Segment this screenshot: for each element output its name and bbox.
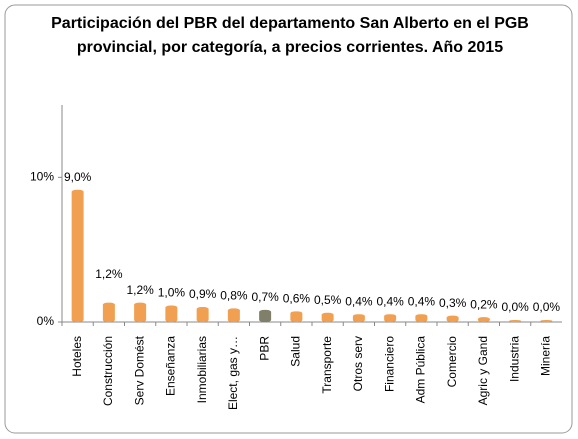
data-label: 0,4% bbox=[408, 294, 436, 308]
y-tick-label: 10% bbox=[30, 170, 54, 184]
data-label: 1,2% bbox=[126, 283, 154, 297]
x-tick-label: Serv Domést bbox=[132, 335, 146, 405]
x-tick-label: Inmobiliarias bbox=[195, 336, 209, 403]
bar bbox=[415, 314, 428, 322]
data-label: 0,3% bbox=[439, 296, 467, 310]
data-label: 0,0% bbox=[533, 300, 561, 314]
bar bbox=[259, 309, 272, 322]
x-tick-label: Construcción bbox=[101, 336, 115, 406]
data-label: 0,4% bbox=[376, 294, 404, 308]
data-label: 0,8% bbox=[220, 289, 248, 303]
x-tick-label: Hoteles bbox=[70, 336, 84, 377]
bar bbox=[509, 320, 522, 322]
x-tick-label: Transporte bbox=[320, 336, 334, 394]
data-label: 0,7% bbox=[251, 290, 279, 304]
x-tick-label: Agric y Gand bbox=[476, 336, 490, 405]
bar bbox=[321, 312, 334, 322]
bar bbox=[165, 305, 178, 322]
bar bbox=[290, 311, 303, 322]
data-label: 0,9% bbox=[189, 287, 217, 301]
x-tick-label: Minería bbox=[539, 336, 553, 376]
x-tick-label: PBR bbox=[257, 336, 271, 361]
y-tick-label: 0% bbox=[37, 314, 55, 328]
bar bbox=[352, 314, 365, 322]
bar bbox=[71, 189, 84, 322]
bar bbox=[384, 314, 397, 322]
data-label: 0,5% bbox=[314, 293, 342, 307]
x-tick-label: Elect, gas y… bbox=[226, 336, 240, 410]
x-tick-label: Financiero bbox=[382, 336, 396, 392]
data-label: 0,0% bbox=[501, 300, 529, 314]
data-label: 0,6% bbox=[283, 291, 311, 305]
data-label: 1,0% bbox=[158, 286, 186, 300]
bar bbox=[446, 315, 459, 322]
data-label: 1,2% bbox=[95, 267, 123, 281]
chart-title: Participación del PBR del departamento S… bbox=[51, 15, 529, 56]
data-label: 0,2% bbox=[470, 297, 498, 311]
x-tick-label: Salud bbox=[289, 336, 303, 367]
bar bbox=[540, 320, 553, 322]
data-label: 9,0% bbox=[64, 170, 92, 184]
bar bbox=[477, 317, 490, 322]
bar bbox=[196, 306, 209, 322]
bar bbox=[134, 302, 147, 322]
x-tick-label: Enseñanza bbox=[164, 336, 178, 396]
data-label: 0,4% bbox=[345, 294, 373, 308]
bar bbox=[227, 308, 240, 322]
x-tick-label: Otros serv bbox=[351, 336, 365, 391]
bar bbox=[102, 302, 115, 322]
x-tick-label: Adm Pública bbox=[414, 336, 428, 404]
x-tick-label: Industria bbox=[507, 336, 521, 382]
x-tick-label: Comercio bbox=[445, 336, 459, 388]
chart-border bbox=[4, 4, 573, 434]
